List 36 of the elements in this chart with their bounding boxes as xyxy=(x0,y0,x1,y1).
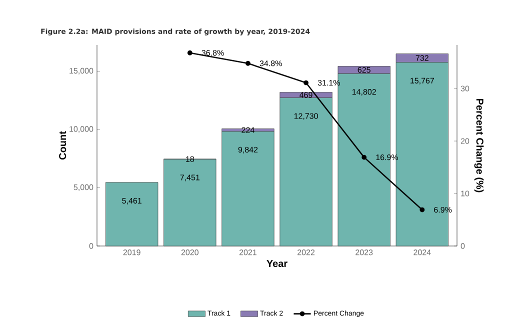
y2-tick-label: 30 xyxy=(460,86,470,92)
y-tick-label: 5,000 xyxy=(74,184,94,192)
x-tick-label: 2020 xyxy=(181,250,198,256)
data-label: 625 xyxy=(358,67,370,73)
y2-axis-title: Percent Change (%) xyxy=(474,98,484,192)
y-tick-label: 0 xyxy=(89,243,94,249)
data-label: 12,730 xyxy=(294,113,318,120)
bar xyxy=(222,131,274,246)
data-label: 7,451 xyxy=(180,174,200,182)
bar xyxy=(106,182,158,246)
data-label: 5,461 xyxy=(122,198,142,205)
data-label: 15,767 xyxy=(410,78,434,84)
y-axis-title: Count xyxy=(59,131,66,160)
x-tick-label: 2019 xyxy=(123,250,140,256)
y-tick-label: 15,000 xyxy=(70,68,94,75)
x-tick-label: 2022 xyxy=(298,250,315,256)
point xyxy=(362,154,367,160)
point xyxy=(246,60,250,66)
y2-tick-label: 20 xyxy=(460,138,470,144)
data-label: 732 xyxy=(416,55,428,61)
x-axis-title: Year xyxy=(266,260,288,268)
y2-tick-label: 10 xyxy=(461,190,470,196)
x-tick-label: 2024 xyxy=(414,250,431,256)
point xyxy=(187,50,192,56)
point xyxy=(420,207,425,212)
data-label: 34.8% xyxy=(260,60,282,66)
x-tick-label: 2023 xyxy=(356,250,373,256)
x-tick-label: 2021 xyxy=(239,250,256,256)
data-label: 224 xyxy=(242,127,254,133)
y2-tick-label: 0 xyxy=(460,243,465,249)
y-tick-label: 10,000 xyxy=(70,126,94,133)
data-label: 36.8% xyxy=(202,50,224,56)
data-label: 469 xyxy=(300,92,312,98)
data-label: 14,802 xyxy=(352,89,376,96)
point xyxy=(304,80,308,86)
data-label: 9,842 xyxy=(238,146,258,154)
